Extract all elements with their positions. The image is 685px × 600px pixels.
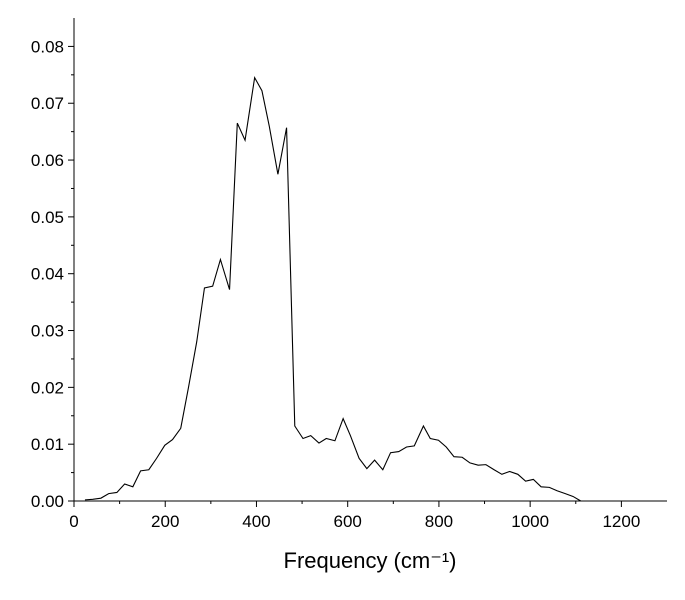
y-tick-label: 0.00 <box>31 492 64 511</box>
x-tick-label: 1000 <box>511 512 549 531</box>
y-tick-label: 0.02 <box>31 378 64 397</box>
x-tick-label: 200 <box>151 512 179 531</box>
x-tick-label: 1200 <box>602 512 640 531</box>
x-tick-label: 400 <box>242 512 270 531</box>
data-line <box>84 75 582 502</box>
x-tick-label: 800 <box>425 512 453 531</box>
y-tick-label: 0.03 <box>31 322 64 341</box>
y-tick-label: 0.04 <box>31 265 64 284</box>
y-tick-label: 0.05 <box>31 208 64 227</box>
x-tick-label: 0 <box>69 512 78 531</box>
x-tick-label: 600 <box>334 512 362 531</box>
y-tick-label: 0.01 <box>31 435 64 454</box>
y-tick-label: 0.07 <box>31 94 64 113</box>
y-tick-label: 0.06 <box>31 151 64 170</box>
x-axis-label: Frequency (cm⁻¹) <box>284 548 457 573</box>
y-tick-label: 0.08 <box>31 37 64 56</box>
